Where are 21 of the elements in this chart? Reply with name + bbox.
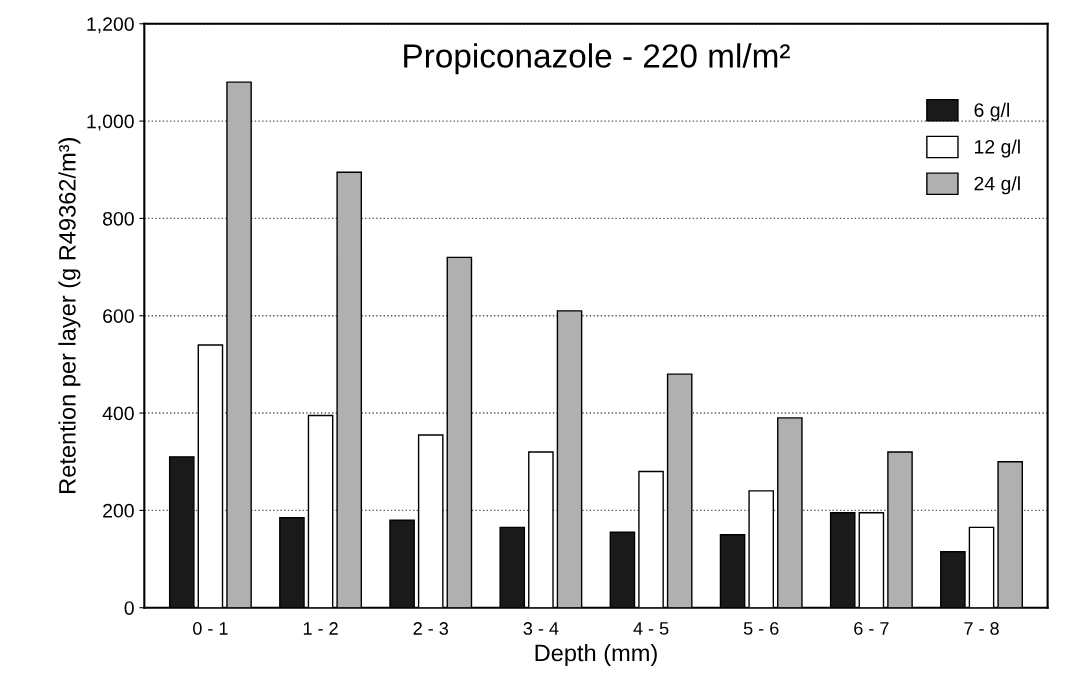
x-tick-label: 3 - 4	[523, 622, 559, 635]
legend-label: 6 g/l	[974, 102, 1009, 121]
y-axis-title: Retention per layer (g R49362/m³)	[58, 138, 81, 493]
x-tick-label: 5 - 6	[743, 622, 779, 635]
legend-label: 24 g/l	[974, 176, 1020, 195]
y-tick-label: 1,000	[87, 114, 134, 131]
legend-label: 12 g/l	[975, 139, 1020, 158]
x-tick-label: 7 - 8	[964, 622, 999, 635]
text: Propiconazole - 220 ml/m²	[404, 43, 790, 75]
y-tick-label: 600	[103, 309, 134, 323]
y-tick-label: 400	[102, 406, 134, 421]
y-tick-label: 0	[124, 601, 134, 615]
y-tick-label: 800	[103, 211, 134, 226]
x-tick-label: 4 - 5	[633, 622, 669, 635]
y-tick-label: 200	[103, 503, 134, 518]
x-tick-label: 1 - 2	[303, 622, 338, 635]
x-tick-label: 0 - 1	[193, 622, 228, 635]
x-axis-title: Depth (mm)	[535, 643, 657, 666]
x-tick-label: 2 - 3	[413, 622, 448, 635]
x-tick-label: 6 - 7	[854, 622, 889, 635]
y-tick-label: 1,200	[87, 17, 134, 34]
